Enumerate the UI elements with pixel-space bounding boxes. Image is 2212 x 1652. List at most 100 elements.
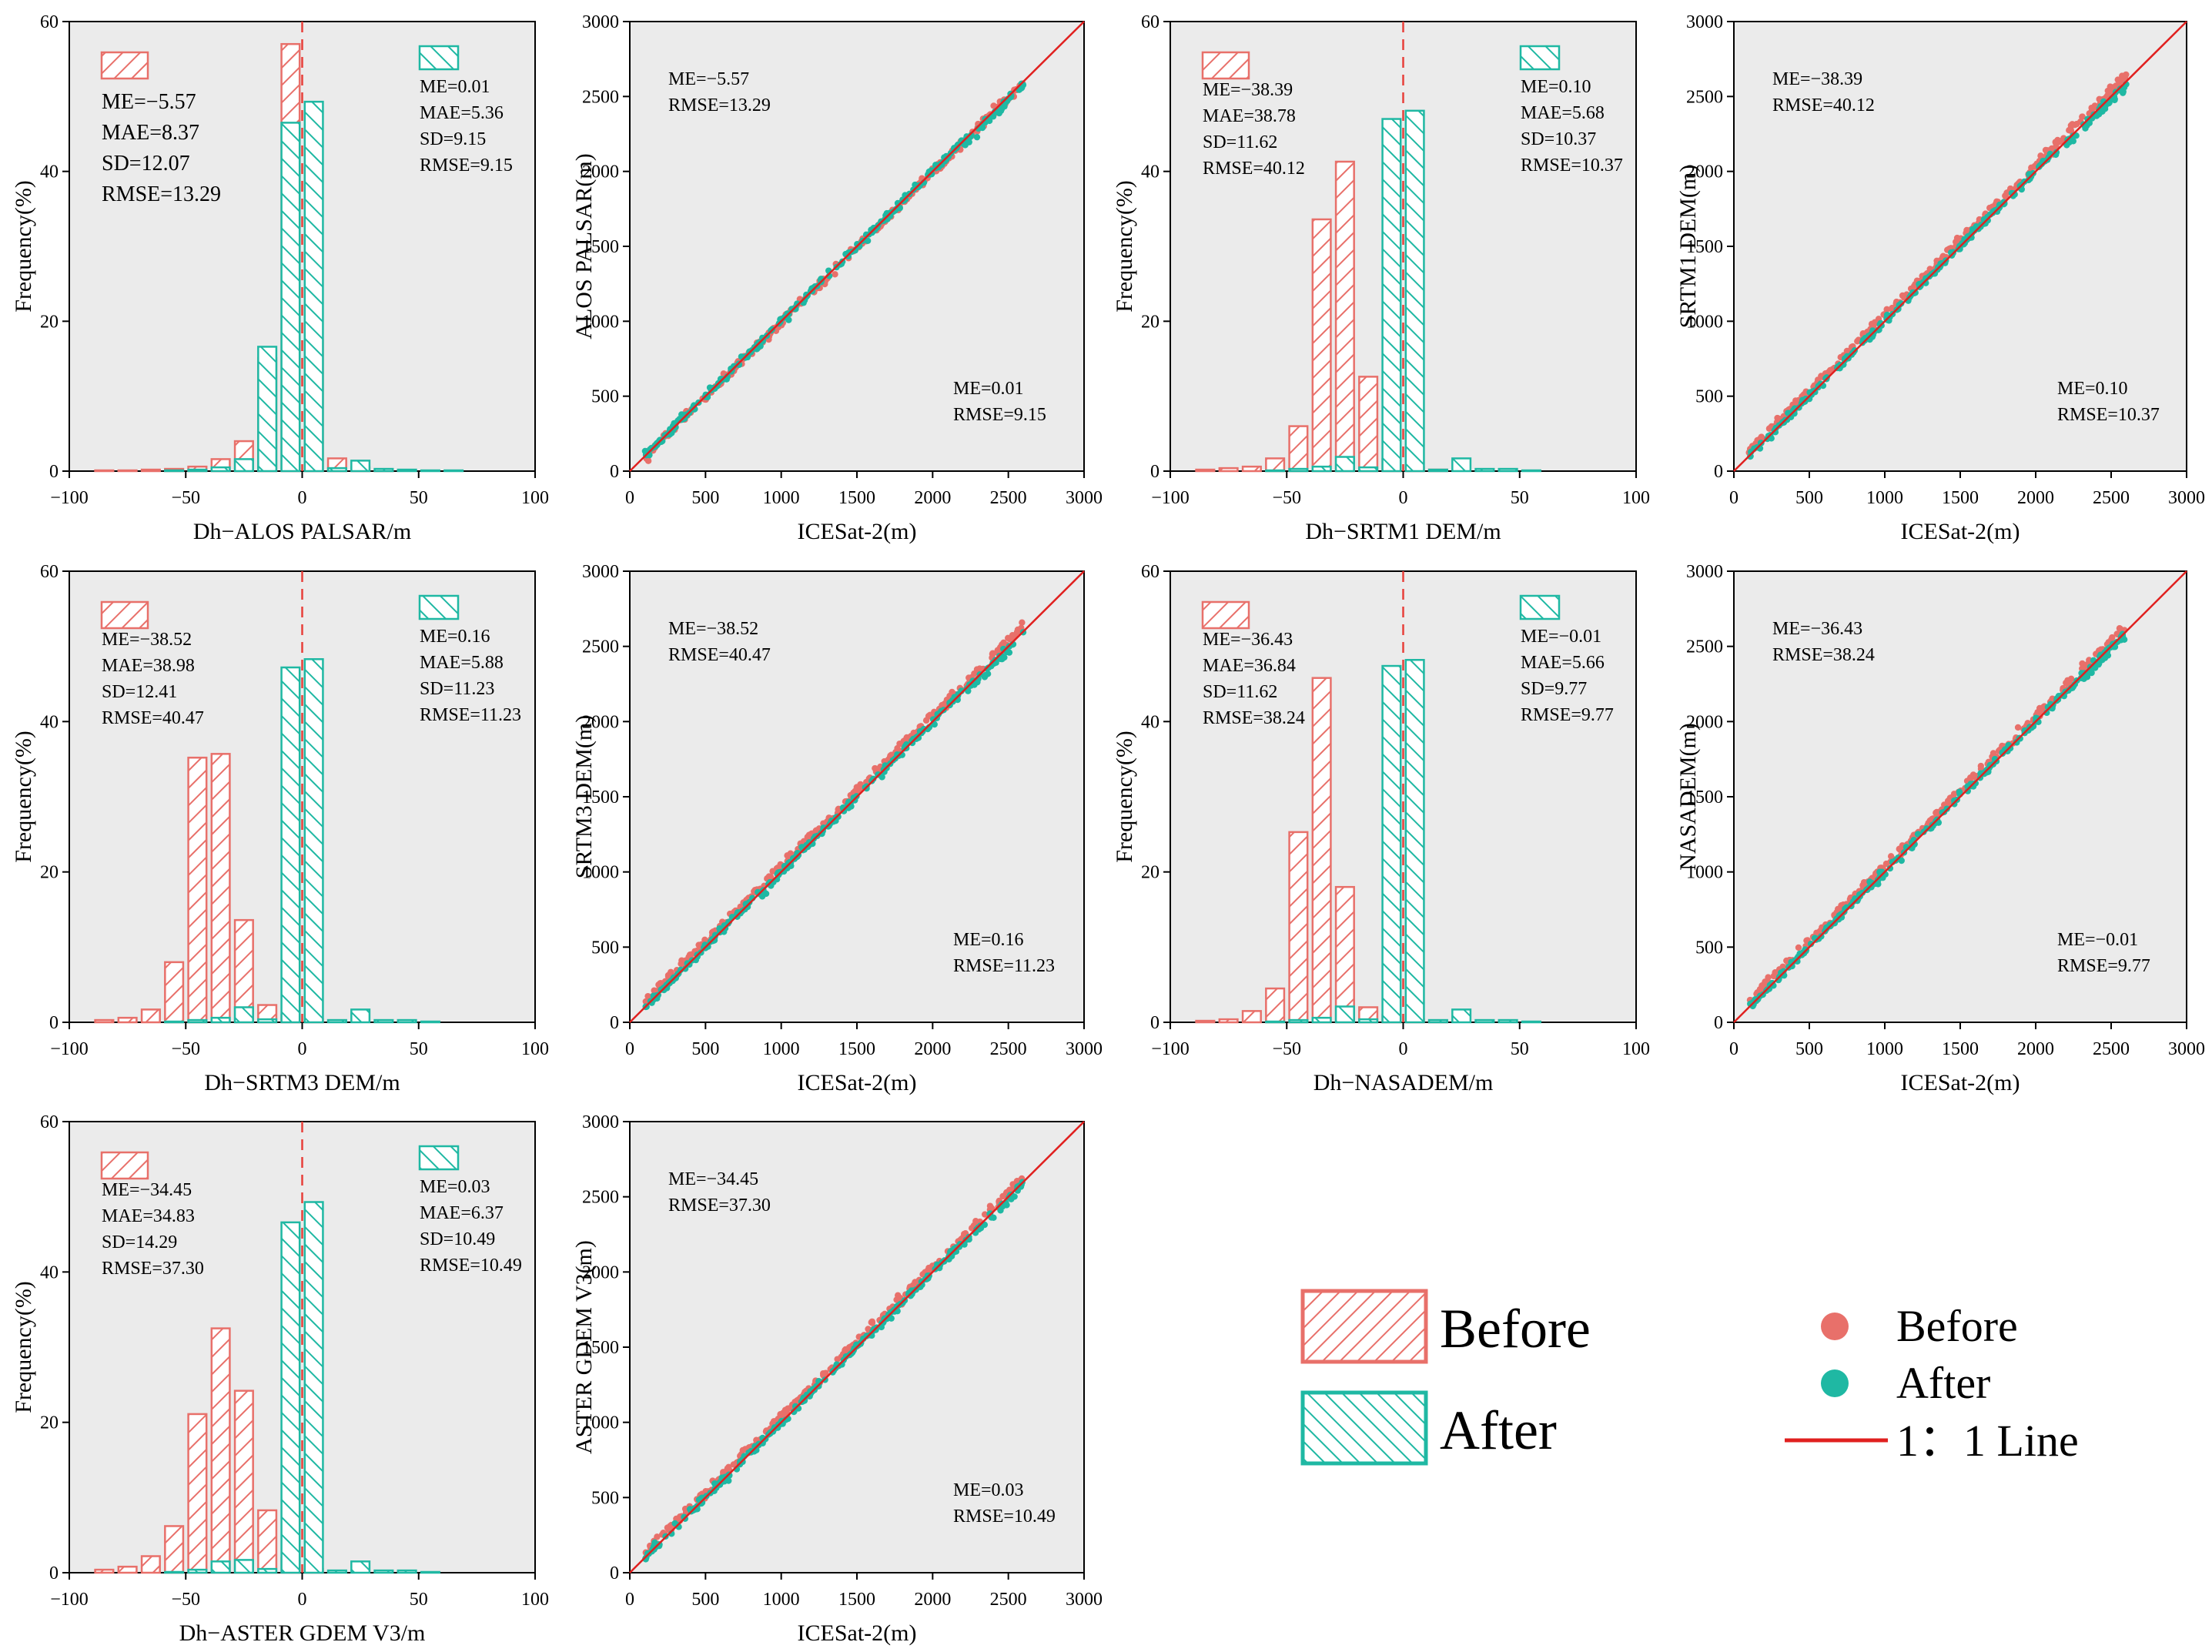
bar-after — [1498, 467, 1518, 473]
y-tick-label: 3000 — [582, 562, 619, 582]
bar-before — [1218, 467, 1239, 473]
x-axis-label: ICESat-2(m) — [798, 519, 917, 544]
y-tick-label: 2500 — [1686, 87, 1723, 107]
y-tick-label: 40 — [40, 712, 59, 732]
point-before — [724, 1465, 731, 1472]
bar-after — [1288, 467, 1309, 473]
stats-before: ME=−34.45 — [102, 1180, 192, 1200]
key-before-swatch — [100, 600, 149, 630]
x-tick-label: −50 — [1272, 488, 1301, 508]
bar-after — [1381, 664, 1402, 1024]
x-tick-label: 3000 — [1066, 1590, 1103, 1610]
x-tick-label: 100 — [521, 488, 549, 508]
point-after — [780, 868, 787, 874]
bar-after — [1288, 1018, 1309, 1024]
point-before — [2014, 724, 2022, 731]
x-tick-label: 0 — [298, 1590, 307, 1610]
y-tick-label: 1000 — [582, 863, 619, 883]
point-after — [1822, 375, 1829, 382]
point-before — [813, 827, 820, 834]
stats-before: SD=11.62 — [1203, 132, 1277, 152]
x-axis-label: Dh−SRTM1 DEM/m — [1305, 519, 1501, 544]
x-tick-label: 50 — [410, 488, 428, 508]
stats-after: RMSE=10.49 — [420, 1256, 522, 1276]
point-after — [808, 840, 815, 848]
stats-after: SD=10.37 — [1521, 129, 1596, 149]
point-after — [1972, 780, 1979, 787]
bar-before — [117, 1016, 138, 1024]
key-after-swatch — [1519, 45, 1561, 71]
stats-after: RMSE=9.15 — [420, 156, 513, 176]
stats-before: ME=−34.45 — [668, 1169, 758, 1189]
bar-after — [397, 1569, 417, 1574]
y-tick-label: 500 — [1695, 938, 1723, 958]
bar-after — [1498, 1018, 1518, 1024]
key-before-swatch — [100, 51, 149, 80]
key-before-swatch — [1201, 51, 1250, 80]
point-before — [644, 992, 651, 1000]
bar-after — [373, 467, 394, 473]
x-tick-label: 500 — [691, 1590, 719, 1610]
bar-after — [1474, 467, 1495, 473]
y-tick-label: 60 — [40, 562, 59, 582]
series-after — [1265, 109, 1541, 473]
stats-after: MAE=5.36 — [420, 103, 504, 123]
point-after — [1938, 259, 1945, 267]
stats-before: RMSE=38.24 — [1772, 645, 1875, 665]
bar-after — [280, 1221, 301, 1574]
y-tick-label: 1500 — [582, 1338, 619, 1358]
stats-before: ME=−38.39 — [1203, 80, 1293, 100]
x-tick-label: 1000 — [763, 1039, 800, 1059]
legend-after-swatch — [1300, 1390, 1428, 1466]
bar-after — [350, 460, 371, 473]
y-tick-label: 1000 — [582, 1413, 619, 1433]
point-before — [2079, 113, 2086, 120]
bar-after — [1427, 1018, 1448, 1024]
bar-after — [1358, 466, 1379, 473]
y-tick-label: 0 — [1150, 462, 1160, 482]
point-before — [981, 1211, 989, 1218]
x-tick-label: −50 — [171, 1039, 200, 1059]
x-tick-label: −100 — [50, 1039, 89, 1059]
bar-before — [117, 469, 138, 473]
bar-after — [420, 1570, 440, 1574]
x-tick-label: −100 — [50, 1590, 89, 1610]
x-tick-label: 2500 — [2093, 1039, 2130, 1059]
point-after — [985, 664, 992, 671]
key-after-swatch — [1519, 594, 1561, 620]
y-tick-label: 2500 — [1686, 637, 1723, 657]
point-after — [794, 300, 801, 307]
point-after — [788, 306, 795, 313]
x-tick-label: 2500 — [990, 488, 1027, 508]
point-before — [1854, 338, 1861, 345]
point-after — [925, 1275, 932, 1282]
legend-before-dot — [1821, 1313, 1849, 1340]
scatter-aster-panel: 0 500 1000 1500 2000 2500 3000 0 500 1000 1500 2000… — [571, 1112, 1103, 1646]
point-after — [2111, 96, 2118, 104]
stats-before: ME=−36.43 — [1203, 630, 1293, 650]
stats-after: ME=0.03 — [953, 1480, 1024, 1500]
x-tick-label: −50 — [1272, 1039, 1301, 1059]
point-after — [863, 1333, 870, 1339]
y-tick-label: 3000 — [1686, 562, 1723, 582]
x-tick-label: 1000 — [763, 488, 800, 508]
bar-after — [420, 469, 440, 473]
y-tick-label: 40 — [1141, 162, 1160, 182]
stats-after: RMSE=10.49 — [953, 1507, 1056, 1527]
one-to-one-line — [1733, 570, 2187, 1023]
x-tick-label: 2500 — [990, 1039, 1027, 1059]
bar-before — [1288, 831, 1309, 1024]
stats-after: ME=−0.01 — [2057, 930, 2138, 950]
stats-before: SD=14.29 — [102, 1232, 177, 1252]
y-tick-label: 2000 — [582, 162, 619, 182]
bar-after — [303, 1201, 324, 1574]
point-after — [1807, 940, 1815, 948]
series-after — [164, 658, 440, 1024]
x-tick-label: 0 — [298, 488, 307, 508]
bar-after — [210, 1560, 231, 1574]
bar-before — [164, 961, 185, 1024]
stats-before: RMSE=13.29 — [668, 95, 771, 115]
point-after — [997, 1202, 1004, 1210]
stats-before: RMSE=40.12 — [1772, 95, 1875, 115]
legend-scatter-before-label: Before — [1896, 1301, 2018, 1351]
